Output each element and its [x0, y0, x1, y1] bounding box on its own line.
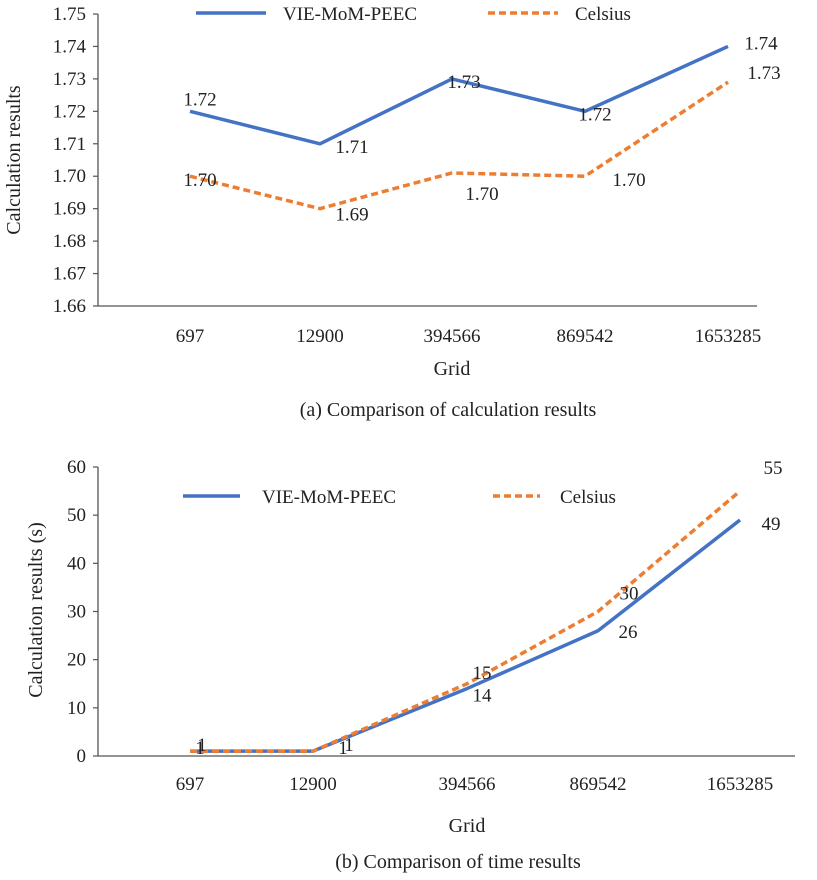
chart-b-data-label: 1 — [338, 738, 348, 759]
chart-a-x-tick-label: 1653285 — [695, 326, 762, 347]
chart-a-x-tick-label: 12900 — [296, 326, 344, 347]
chart-a-data-label: 1.69 — [335, 205, 368, 226]
chart-b-y-ticks: 0 10 20 30 40 50 60 — [67, 457, 98, 767]
chart-a-x-tick-label: 869542 — [557, 326, 614, 347]
chart-a-data-label: 1.71 — [335, 137, 368, 158]
chart-a-y-tick-label: 1.69 — [53, 199, 86, 220]
chart-b-y-tick-label: 60 — [67, 457, 86, 478]
chart-a-y-ticks: 1.66 1.67 1.68 1.69 1.70 1.71 1.72 1.73 1.74 1.75 — [53, 4, 98, 317]
chart-b-y-tick-label: 20 — [67, 650, 86, 671]
chart-a-x-ticks: 697 12900 394566 869542 1653285 — [176, 326, 762, 347]
chart-b-legend-label-celsius: Celsius — [560, 487, 616, 508]
chart-a-y-tick-label: 1.70 — [53, 166, 86, 187]
chart-b-data-label: 15 — [473, 663, 492, 684]
chart-a-y-tick-label: 1.75 — [53, 4, 86, 25]
chart-b-data-label: 55 — [764, 458, 783, 479]
chart-b-y-tick-label: 10 — [67, 698, 86, 719]
chart-a-legend: VIE-MoM-PEEC Celsius — [196, 4, 631, 25]
chart-a-legend-label-vie: VIE-MoM-PEEC — [283, 4, 417, 25]
chart-b-caption: (b) Comparison of time results — [335, 851, 581, 873]
chart-b-y-axis-title: Calculation results (s) — [25, 522, 47, 698]
chart-a-y-axis-title: Calculation results — [3, 85, 25, 235]
chart-b-x-tick-label: 12900 — [289, 774, 337, 795]
chart-a-x-axis-title: Grid — [434, 358, 471, 380]
chart-a-x-tick-label: 697 — [176, 326, 205, 347]
chart-a-data-label: 1.72 — [183, 89, 216, 110]
chart-a-x-tick-label: 394566 — [424, 326, 481, 347]
chart-b-data-label: 1 — [195, 738, 205, 759]
chart-a-data-label: 1.73 — [747, 63, 780, 84]
chart-a-legend-label-celsius: Celsius — [575, 4, 631, 25]
chart-a-y-tick-label: 1.73 — [53, 69, 86, 90]
chart-b-y-tick-label: 50 — [67, 505, 86, 526]
chart-b-x-tick-label: 1653285 — [707, 774, 774, 795]
chart-a-series-line-celsius — [189, 80, 729, 211]
chart-b-legend: VIE-MoM-PEEC Celsius — [183, 487, 616, 508]
chart-b-data-label: 49 — [762, 514, 781, 535]
chart-a-data-label: 1.72 — [578, 104, 611, 125]
chart-b-y-tick-label: 0 — [77, 746, 87, 767]
chart-a-series-line-vie-mom-peec — [189, 44, 729, 146]
chart-b-x-tick-label: 697 — [176, 774, 205, 795]
chart-b-x-tick-label: 869542 — [570, 774, 627, 795]
chart-b-y-tick-label: 30 — [67, 602, 86, 623]
chart-a: 1.66 1.67 1.68 1.69 1.70 1.71 1.72 1.73 1.74 1.75… — [3, 4, 781, 421]
chart-a-y-tick-label: 1.72 — [53, 101, 86, 122]
chart-b-series-line-celsius — [190, 489, 742, 753]
chart-a-y-tick-label: 1.66 — [53, 296, 86, 317]
chart-b-data-label: 14 — [473, 686, 493, 707]
chart-a-data-label: 1.70 — [612, 170, 645, 191]
chart-b-legend-label-vie: VIE-MoM-PEEC — [262, 487, 396, 508]
chart-a-y-tick-label: 1.74 — [53, 36, 87, 57]
chart-a-data-labels: 1.72 1.71 1.73 1.72 1.74 1.70 1.69 1.70 1.70 1.73 — [183, 33, 780, 225]
chart-b-series-line-vie-mom-peec — [190, 518, 742, 753]
chart-a-y-tick-label: 1.71 — [53, 134, 86, 155]
chart-a-series — [189, 44, 729, 211]
chart-a-y-tick-label: 1.68 — [53, 231, 86, 252]
chart-b-x-ticks: 697 12900 394566 869542 1653285 — [176, 774, 774, 795]
chart-b-y-tick-label: 40 — [67, 553, 86, 574]
chart-a-data-label: 1.70 — [465, 184, 498, 205]
chart-b-data-label: 1 — [197, 735, 207, 756]
chart-b: 0 10 20 30 40 50 60 697 12900 394566 869542 165328… — [25, 457, 795, 873]
chart-a-y-tick-label: 1.67 — [53, 264, 86, 285]
chart-b-data-label: 26 — [619, 622, 638, 643]
chart-b-x-axis-title: Grid — [449, 815, 486, 837]
chart-b-x-tick-label: 394566 — [439, 774, 496, 795]
chart-b-data-label: 30 — [620, 584, 639, 605]
chart-a-data-label: 1.73 — [447, 72, 480, 93]
chart-b-data-label: 1 — [344, 735, 354, 756]
chart-a-data-label: 1.70 — [183, 170, 216, 191]
chart-b-series — [190, 489, 742, 753]
chart-a-data-label: 1.74 — [744, 33, 778, 54]
chart-a-caption: (a) Comparison of calculation results — [300, 399, 597, 421]
